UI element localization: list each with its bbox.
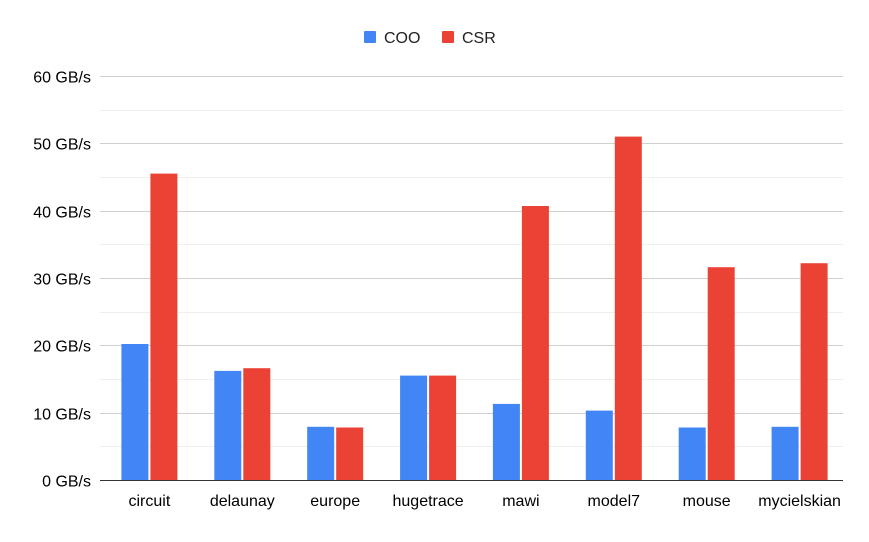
bar-coo-mawi[interactable] [492, 403, 520, 480]
x-category-label: europe [310, 493, 360, 510]
bar-csr-europe[interactable] [336, 427, 364, 481]
y-tick-label: 30 GB/s [33, 272, 91, 289]
bar-coo-model7[interactable] [585, 410, 613, 480]
y-tick-label: 60 GB/s [33, 70, 91, 87]
legend-item-coo[interactable]: COO [364, 30, 420, 47]
y-tick-label: 40 GB/s [33, 205, 91, 222]
legend-item-csr[interactable]: CSR [442, 30, 496, 47]
bar-csr-mawi[interactable] [521, 206, 549, 480]
legend-label: CSR [462, 30, 496, 47]
y-tick-label: 50 GB/s [33, 137, 91, 154]
bar-csr-mouse[interactable] [707, 267, 735, 480]
y-axis-tick-labels: 0 GB/s 10 GB/s 20 GB/s 30 GB/s 40 GB/s 50 GB/… [33, 70, 91, 491]
bar-coo-europe[interactable] [307, 426, 335, 480]
y-tick-label: 0 GB/s [42, 474, 91, 491]
x-category-label: mawi [502, 493, 539, 510]
bar-coo-mouse[interactable] [678, 427, 706, 481]
legend-label: COO [384, 30, 420, 47]
bar-csr-circuit[interactable] [150, 173, 178, 480]
bar-coo-hugetrace[interactable] [400, 375, 428, 480]
legend[interactable]: COO CSR [364, 30, 496, 47]
y-tick-label: 20 GB/s [33, 339, 91, 356]
legend-swatch [442, 31, 454, 43]
bar-csr-mycielskian[interactable] [800, 263, 828, 480]
x-category-label: delaunay [210, 493, 275, 510]
bar-coo-circuit[interactable] [121, 344, 149, 480]
bar-coo-delaunay[interactable] [214, 370, 242, 480]
legend-swatch [364, 31, 376, 43]
bar-csr-model7[interactable] [614, 136, 642, 480]
x-category-label: circuit [129, 493, 171, 510]
x-category-label: mycielskian [758, 493, 841, 510]
y-tick-label: 10 GB/s [33, 407, 91, 424]
bar-csr-delaunay[interactable] [243, 368, 271, 480]
bar-csr-hugetrace[interactable] [429, 375, 457, 480]
x-category-label: hugetrace [393, 493, 464, 510]
x-axis-category-labels: circuit delaunay europe hugetrace mawi model7… [129, 493, 841, 510]
bars [121, 136, 828, 481]
x-category-label: mouse [683, 493, 731, 510]
x-category-label: model7 [588, 493, 641, 510]
bar-coo-mycielskian[interactable] [771, 426, 799, 480]
